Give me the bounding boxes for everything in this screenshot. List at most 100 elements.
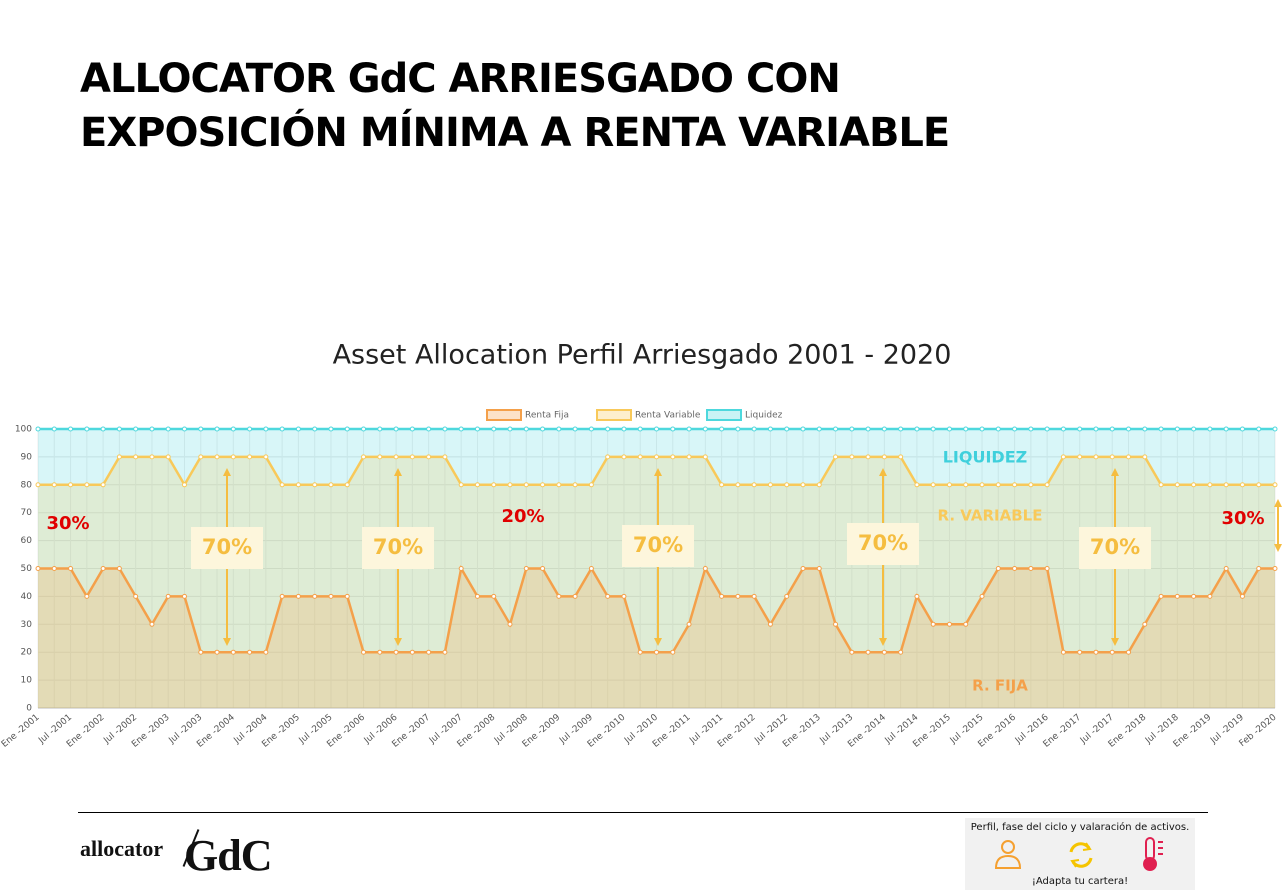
point — [377, 649, 383, 655]
point — [230, 649, 236, 655]
point — [295, 426, 301, 432]
point — [751, 426, 757, 432]
point — [621, 426, 627, 432]
point — [84, 426, 90, 432]
point — [1158, 426, 1164, 432]
point — [312, 482, 318, 488]
point — [572, 482, 578, 488]
point — [946, 426, 952, 432]
point — [1126, 649, 1132, 655]
point — [930, 426, 936, 432]
point — [344, 482, 350, 488]
point — [865, 649, 871, 655]
area — [38, 568, 1275, 708]
point — [377, 454, 383, 460]
point — [767, 426, 773, 432]
legend-swatch — [486, 409, 522, 421]
point — [914, 593, 920, 599]
arrow-head — [1274, 544, 1282, 552]
point — [702, 426, 708, 432]
point — [1239, 593, 1245, 599]
point — [393, 454, 399, 460]
point — [35, 482, 41, 488]
y-tick-label: 80 — [21, 480, 33, 490]
annotation-box — [191, 527, 263, 569]
arrow-head — [654, 468, 662, 476]
annotation: R. VARIABLE — [938, 507, 1043, 525]
annotation: 30% — [1221, 508, 1264, 529]
point — [816, 482, 822, 488]
annotation: 70% — [858, 531, 908, 555]
point — [540, 426, 546, 432]
point — [963, 426, 969, 432]
point — [1272, 566, 1278, 571]
point — [540, 482, 546, 488]
point — [670, 454, 676, 460]
person-icon — [994, 840, 1022, 869]
slide-title: ALLOCATOR GdC ARRIESGADO CON EXPOSICIÓN … — [80, 52, 950, 160]
point — [946, 621, 952, 627]
point — [572, 593, 578, 599]
point — [816, 566, 822, 571]
point — [181, 593, 187, 599]
point — [100, 566, 106, 571]
point — [1223, 482, 1229, 488]
point — [735, 426, 741, 432]
point — [230, 454, 236, 460]
arrow-head — [394, 468, 402, 476]
point — [263, 454, 269, 460]
point — [361, 649, 367, 655]
point — [719, 426, 725, 432]
point — [751, 482, 757, 488]
point — [1044, 426, 1050, 432]
point — [344, 593, 350, 599]
point — [295, 593, 301, 599]
y-tick-label: 20 — [21, 648, 33, 658]
point — [116, 454, 122, 460]
arrow-head — [654, 638, 662, 646]
logo: allocator GdC — [80, 826, 300, 882]
point — [930, 621, 936, 627]
point — [833, 621, 839, 627]
point — [393, 649, 399, 655]
point — [100, 482, 106, 488]
point — [1060, 649, 1066, 655]
point — [279, 482, 285, 488]
point — [881, 426, 887, 432]
chart-title: Asset Allocation Perfil Arriesgado 2001 … — [333, 340, 952, 371]
title-line: EXPOSICIÓN MÍNIMA A RENTA VARIABLE — [80, 110, 950, 156]
y-tick-label: 50 — [21, 564, 33, 574]
point — [1191, 482, 1197, 488]
point — [1191, 593, 1197, 599]
point — [621, 593, 627, 599]
point — [458, 482, 464, 488]
point — [654, 426, 659, 432]
point — [556, 593, 562, 599]
annotation-box — [847, 523, 919, 565]
point — [637, 426, 643, 432]
point — [719, 593, 725, 599]
point — [1239, 482, 1245, 488]
point — [849, 649, 855, 655]
point — [1256, 482, 1262, 488]
point — [1142, 454, 1148, 460]
point — [409, 426, 415, 432]
point — [1028, 482, 1034, 488]
arrow-head — [1111, 468, 1119, 476]
point — [133, 426, 139, 432]
point — [116, 426, 122, 432]
y-tick-label: 60 — [21, 536, 33, 546]
point — [1012, 482, 1018, 488]
point — [149, 426, 155, 432]
point — [1109, 454, 1115, 460]
point — [995, 566, 1001, 571]
y-tick-label: 100 — [15, 425, 32, 435]
point — [1126, 426, 1132, 432]
point — [784, 482, 790, 488]
annotation: 20% — [501, 506, 544, 527]
point — [784, 593, 790, 599]
point — [198, 649, 204, 655]
point — [800, 482, 806, 488]
point — [995, 482, 1001, 488]
